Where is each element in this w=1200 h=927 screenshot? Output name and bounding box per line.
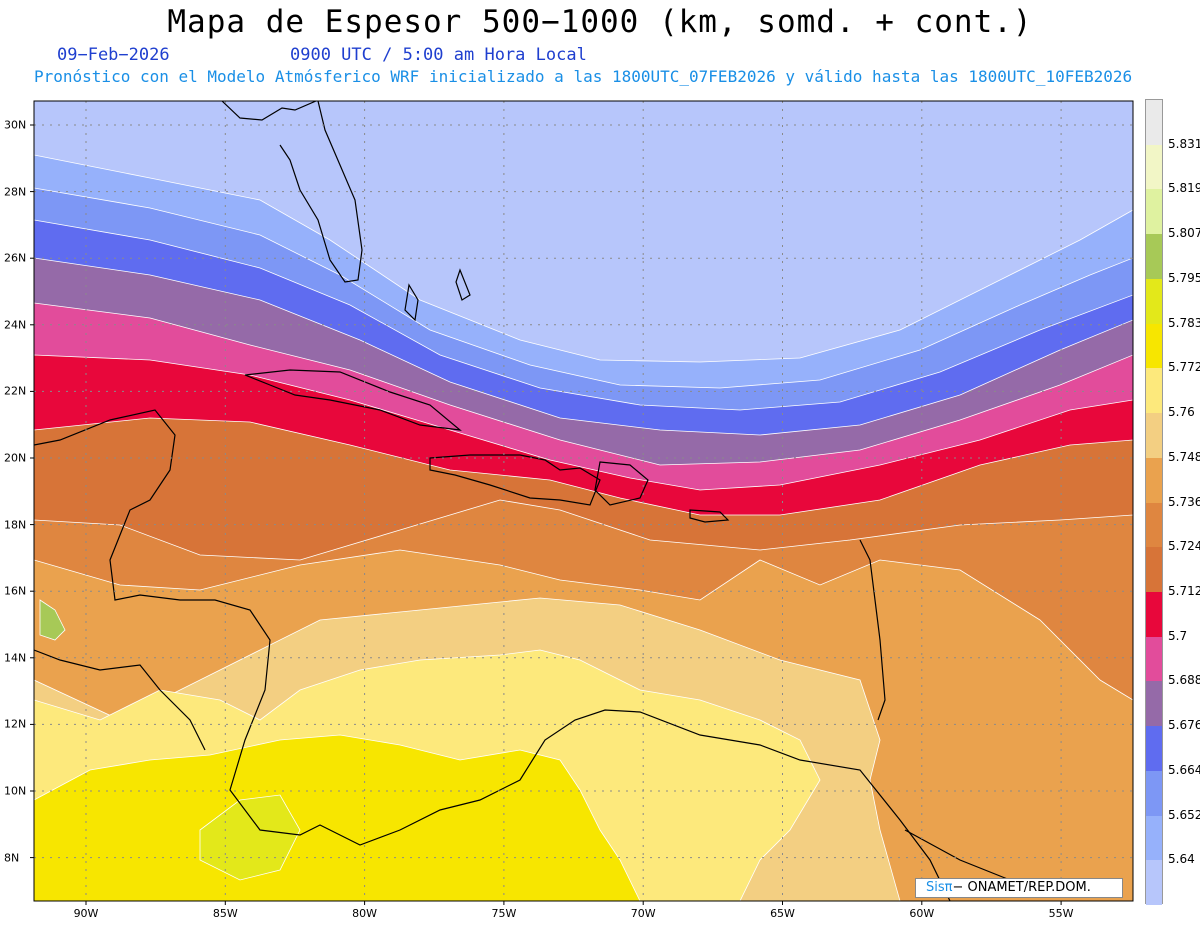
legend-label: 5.807 bbox=[1168, 226, 1200, 241]
lat-label: 10N bbox=[4, 784, 27, 798]
model-info: Pronóstico con el Modelo Atmósferico WRF… bbox=[34, 67, 1133, 86]
lon-label: 80W bbox=[352, 907, 378, 920]
legend-swatch bbox=[1146, 234, 1162, 280]
coastline-2 bbox=[244, 369, 462, 431]
sispi-logo: Sisπ bbox=[926, 880, 953, 895]
legend-label: 5.676 bbox=[1168, 718, 1200, 733]
legend-label: 5.772 bbox=[1168, 360, 1200, 375]
lon-label: 55W bbox=[1048, 907, 1074, 920]
credit-org: − ONAMET/REP.DOM. bbox=[952, 880, 1091, 895]
legend-label: 5.748 bbox=[1168, 449, 1200, 464]
legend-swatch bbox=[1146, 681, 1162, 727]
lon-label: 70W bbox=[630, 907, 656, 920]
coastline-7 bbox=[34, 649, 206, 751]
legend-label: 5.652 bbox=[1168, 807, 1200, 822]
legend-swatch bbox=[1146, 189, 1162, 235]
legend-label: 5.664 bbox=[1168, 762, 1200, 777]
legend-swatch bbox=[1146, 860, 1162, 906]
legend-swatch bbox=[1146, 144, 1162, 190]
legend-label: 5.831 bbox=[1168, 136, 1200, 151]
legend-label: 5.783 bbox=[1168, 315, 1200, 330]
legend-label: 5.688 bbox=[1168, 673, 1200, 688]
legend-label: 5.795 bbox=[1168, 270, 1200, 285]
lon-label: 75W bbox=[491, 907, 517, 920]
legend-label: 5.712 bbox=[1168, 583, 1200, 598]
legend-label: 5.736 bbox=[1168, 494, 1200, 509]
coastline-6 bbox=[34, 409, 951, 901]
forecast-date: 09−Feb−2026 bbox=[57, 45, 170, 65]
map-title: Mapa de Espesor 500−1000 (km, somd. + co… bbox=[167, 4, 1033, 40]
band-5783 bbox=[34, 734, 1133, 901]
coastline-0 bbox=[221, 101, 317, 121]
lat-label: 18N bbox=[4, 518, 27, 532]
lon-label: 65W bbox=[770, 907, 795, 920]
lon-label: 85W bbox=[212, 907, 238, 920]
coastline-11 bbox=[904, 829, 1011, 881]
band-5807 bbox=[39, 599, 66, 641]
coastline-3 bbox=[429, 454, 601, 506]
lat-label: 16N bbox=[4, 584, 27, 598]
legend-swatch bbox=[1146, 502, 1162, 548]
legend-swatch bbox=[1146, 636, 1162, 682]
coastline-9 bbox=[455, 268, 471, 301]
legend-swatch bbox=[1146, 457, 1162, 503]
coastline-5 bbox=[689, 509, 730, 523]
color-legend-bar bbox=[1145, 99, 1163, 906]
legend-label: 5.64 bbox=[1168, 852, 1195, 867]
map-frame bbox=[33, 100, 1134, 902]
lon-label: 90W bbox=[73, 907, 99, 920]
legend-swatch bbox=[1146, 323, 1162, 369]
lat-label: 22N bbox=[4, 384, 27, 398]
legend-swatch bbox=[1146, 413, 1162, 459]
forecast-time: 0900 UTC / 5:00 am Hora Local bbox=[290, 45, 587, 65]
legend-swatch bbox=[1146, 770, 1162, 817]
lat-label: 24N bbox=[4, 318, 27, 332]
credit-box: Sisπ− ONAMET/REP.DOM. bbox=[915, 878, 1123, 898]
lat-label: 14N bbox=[4, 651, 27, 665]
lat-label: 12N bbox=[4, 717, 27, 731]
coastline-8 bbox=[404, 283, 419, 322]
legend-label: 5.819 bbox=[1168, 181, 1200, 196]
lat-label: 30N bbox=[4, 118, 27, 132]
legend-label: 5.76 bbox=[1168, 405, 1195, 420]
legend-swatch bbox=[1146, 815, 1162, 861]
legend-swatch bbox=[1146, 368, 1162, 414]
lat-label: 26N bbox=[4, 251, 27, 265]
band-5795-a bbox=[199, 794, 301, 881]
legend-swatch bbox=[1146, 591, 1162, 638]
legend-label: 5.7 bbox=[1168, 628, 1188, 643]
coastline-10 bbox=[859, 539, 886, 721]
legend-swatch bbox=[1146, 726, 1162, 772]
lat-label: 28N bbox=[4, 185, 27, 199]
legend-label: 5.724 bbox=[1168, 539, 1200, 554]
legend-swatch bbox=[1146, 547, 1162, 593]
lat-label: 20N bbox=[4, 451, 27, 465]
coastline-4 bbox=[594, 461, 649, 506]
lon-label: 60W bbox=[909, 907, 935, 920]
lat-label: 8N bbox=[4, 851, 20, 865]
legend-swatch bbox=[1146, 278, 1162, 325]
legend-swatch bbox=[1146, 100, 1162, 146]
coastline-1 bbox=[279, 101, 363, 283]
